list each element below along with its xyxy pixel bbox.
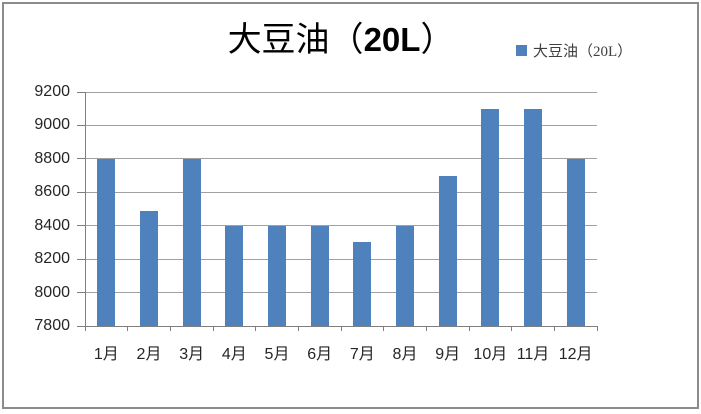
x-axis-tick xyxy=(425,326,427,331)
x-axis-label: 5月 xyxy=(264,346,290,363)
bar xyxy=(268,225,286,326)
gridline xyxy=(85,124,597,126)
chart-title-number: 20L xyxy=(363,21,421,58)
bar xyxy=(353,242,372,326)
y-axis-tick xyxy=(77,91,85,93)
gridline xyxy=(85,292,597,294)
y-axis-tick xyxy=(77,225,85,227)
x-axis-tick xyxy=(553,326,555,331)
x-axis-tick xyxy=(212,326,214,331)
gridline xyxy=(85,91,597,93)
x-axis-label: 3月 xyxy=(179,346,205,363)
chart-title: 大豆油（20L） xyxy=(85,16,597,64)
x-axis-tick xyxy=(84,326,86,331)
legend-label: 大豆油（20L） xyxy=(533,43,633,60)
y-axis-tick xyxy=(77,124,85,126)
x-axis-tick xyxy=(127,326,129,331)
bar xyxy=(225,225,244,326)
x-axis-label: 8月 xyxy=(392,346,418,363)
x-axis-label: 2月 xyxy=(136,346,162,363)
y-axis-label: 9200 xyxy=(34,83,70,100)
bar xyxy=(438,175,457,326)
y-axis-label: 8800 xyxy=(34,149,70,167)
y-axis-tick xyxy=(77,258,85,260)
x-axis-line xyxy=(85,326,598,327)
legend-marker-icon xyxy=(516,44,527,56)
x-axis-tick xyxy=(596,326,598,331)
y-axis-label: 8400 xyxy=(34,216,70,234)
x-axis-tick xyxy=(383,326,385,331)
x-axis-label: 9月 xyxy=(435,346,461,363)
bar xyxy=(481,108,500,326)
x-axis-tick xyxy=(297,326,299,331)
y-axis-label: 8000 xyxy=(34,283,70,301)
bar xyxy=(140,210,158,326)
bar xyxy=(566,158,585,326)
bar xyxy=(310,225,329,326)
legend: 大豆油（20L） xyxy=(516,41,633,60)
gridline xyxy=(85,191,597,193)
x-axis-label: 4月 xyxy=(221,346,247,363)
chart-title-prefix: 大豆油（ xyxy=(227,22,364,59)
gridline xyxy=(85,225,597,227)
x-axis-label: 6月 xyxy=(307,346,333,363)
y-axis-tick xyxy=(77,158,85,160)
x-axis-tick xyxy=(169,326,171,331)
x-axis-label: 12月 xyxy=(558,346,593,363)
bar xyxy=(97,158,116,326)
x-axis-tick xyxy=(468,326,470,331)
y-axis-line xyxy=(85,92,86,327)
y-axis-label: 7800 xyxy=(34,317,70,334)
gridline xyxy=(85,258,597,260)
y-axis-label: 9000 xyxy=(34,116,70,134)
y-axis-tick xyxy=(77,191,85,193)
x-axis-tick xyxy=(511,326,513,331)
bar xyxy=(396,225,414,326)
y-axis-tick xyxy=(77,292,85,294)
bar xyxy=(524,108,542,326)
x-axis-tick xyxy=(340,326,342,331)
x-axis-label: 7月 xyxy=(349,346,375,363)
bar xyxy=(182,158,201,326)
x-axis-label: 11月 xyxy=(516,346,550,363)
y-axis-tick xyxy=(77,325,85,327)
y-axis-label: 8600 xyxy=(34,183,70,201)
y-axis-label: 8200 xyxy=(34,250,70,268)
gridline xyxy=(85,158,597,160)
x-axis-label: 1月 xyxy=(93,346,119,363)
chart-title-suffix: ） xyxy=(420,22,455,59)
x-axis-label: 10月 xyxy=(473,346,508,363)
x-axis-tick xyxy=(255,326,257,331)
